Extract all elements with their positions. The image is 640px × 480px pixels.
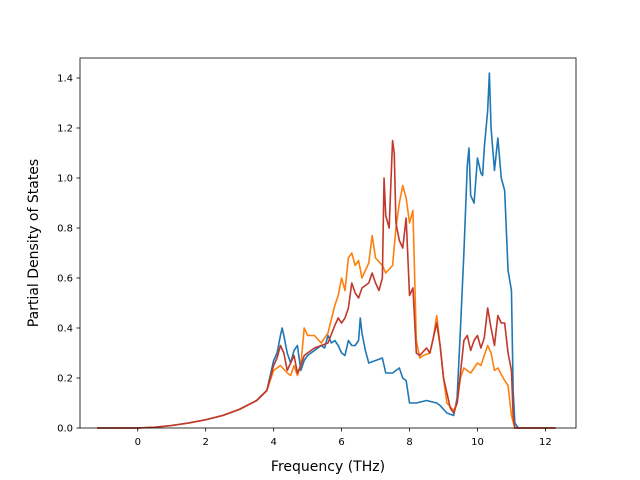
y-tick-label: 1.2 [57, 124, 73, 135]
x-tick-label: 2 [203, 437, 209, 448]
series-line-3 [96, 139, 556, 429]
y-tick-label: 0.8 [57, 224, 73, 235]
x-axis-title: Frequency (THz) [271, 459, 385, 475]
series-layer [96, 72, 556, 429]
x-tick-label: 12 [539, 437, 552, 448]
x-tick-label: 10 [471, 437, 484, 448]
y-tick-label: 0.6 [57, 274, 73, 285]
x-tick-label: 4 [270, 437, 276, 448]
y-tick-label: 1.0 [57, 174, 73, 185]
series-line-1 [96, 72, 556, 429]
x-tick-label: 8 [406, 437, 412, 448]
y-tick-label: 0.0 [57, 424, 73, 435]
series-line-2 [96, 184, 556, 429]
y-tick-label: 0.4 [57, 324, 73, 335]
x-axis: 0 2 4 6 8 10 12 [135, 428, 552, 448]
y-axis-title: Partial Density of States [26, 159, 42, 327]
x-tick-label: 0 [135, 437, 141, 448]
x-tick-label: 6 [338, 437, 344, 448]
y-tick-label: 0.2 [57, 374, 73, 385]
plot-frame [79, 57, 577, 429]
y-tick-label: 1.4 [57, 74, 73, 85]
y-axis: 0.0 0.2 0.4 0.6 0.8 1.0 1.2 1.4 [57, 74, 80, 435]
